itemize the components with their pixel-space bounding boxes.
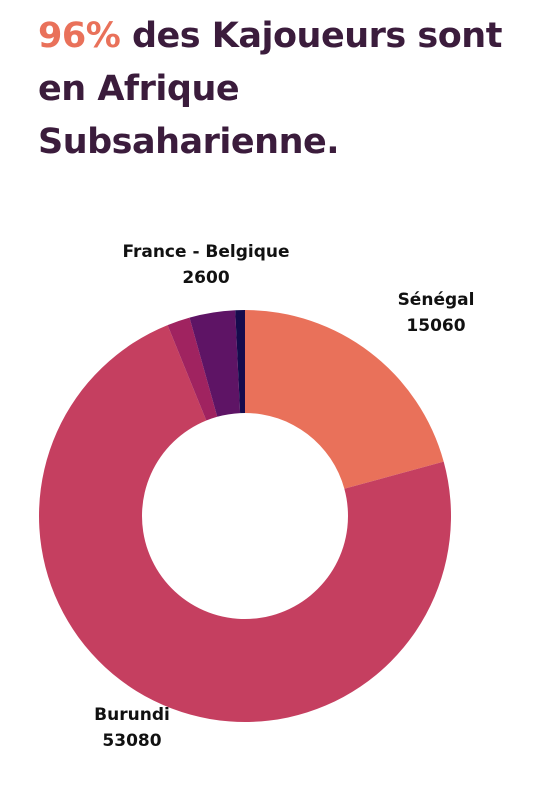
label-s-n-gal: Sénégal bbox=[398, 290, 475, 310]
slice-unlabeled-2 bbox=[167, 317, 218, 421]
slice-s-n-gal bbox=[245, 310, 444, 489]
label-france-belgique: France - Belgique bbox=[122, 242, 289, 262]
slice-unlabeled-4 bbox=[235, 310, 245, 414]
label-burundi: Burundi bbox=[94, 705, 170, 725]
chart-labels: Sénégal 15060 Burundi 53080 France - Belgiqu… bbox=[94, 242, 474, 751]
headline-text: des Kajoueurs sont en Afrique Subsaharie… bbox=[38, 16, 502, 162]
chart-slices bbox=[38, 310, 451, 723]
value-s-n-gal: 15060 bbox=[406, 316, 465, 336]
value-france-belgique: 2600 bbox=[182, 268, 229, 288]
value-burundi: 53080 bbox=[102, 731, 161, 751]
headline-highlight: 96% bbox=[38, 16, 121, 56]
headline: 96% des Kajoueurs sont en Afrique Subsah… bbox=[38, 10, 538, 169]
slice-burundi bbox=[38, 325, 451, 723]
slice-france-belgique bbox=[189, 310, 241, 417]
